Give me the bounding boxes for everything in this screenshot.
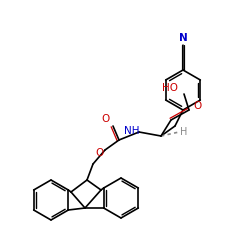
Text: HO: HO (162, 83, 178, 93)
Text: H: H (180, 127, 188, 137)
Text: O: O (95, 148, 103, 158)
Text: O: O (101, 114, 109, 124)
Text: O: O (194, 101, 202, 111)
Text: N: N (178, 33, 188, 43)
Text: NH: NH (124, 126, 140, 136)
